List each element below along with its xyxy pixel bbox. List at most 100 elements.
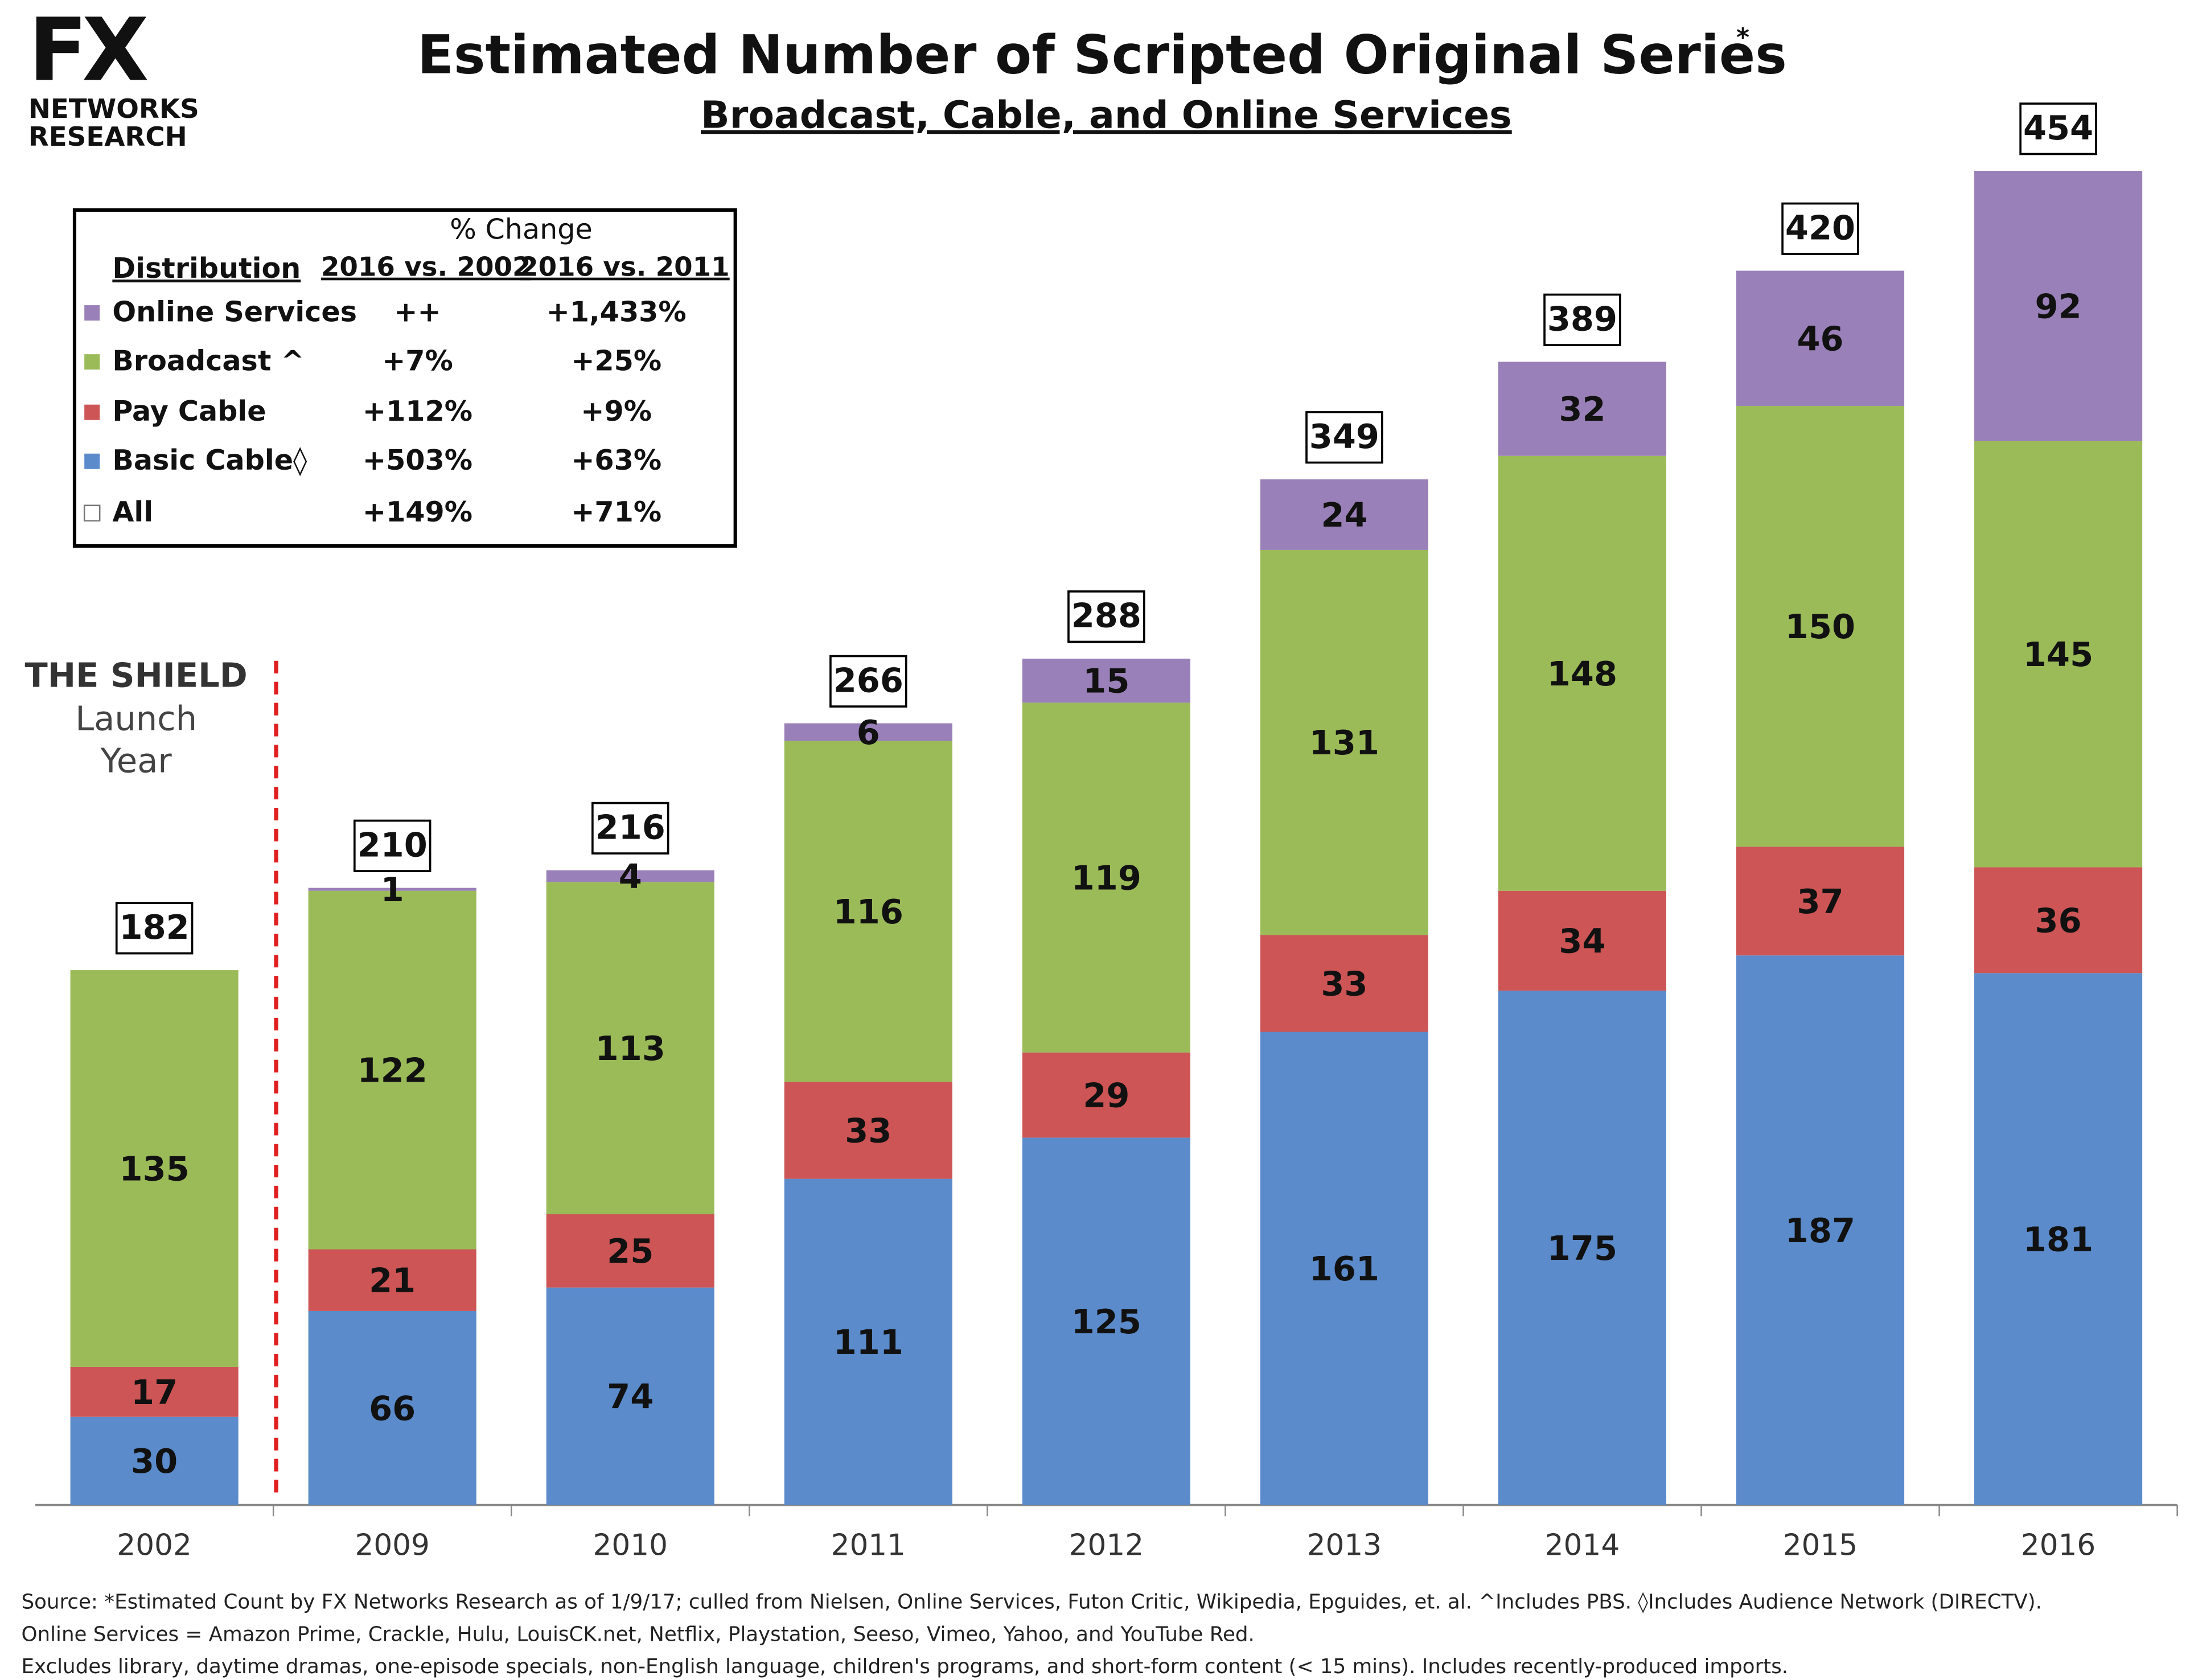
data-label: 111	[833, 1322, 903, 1362]
data-label: 36	[2035, 901, 2082, 940]
x-tick-label: 2012	[1069, 1528, 1144, 1562]
data-label: 148	[1547, 654, 1617, 693]
table-cell: +71%	[571, 495, 661, 528]
source-note: Source: *Estimated Count by FX Networks …	[22, 1591, 2043, 1614]
table-header: 2016 vs. 2002	[321, 252, 531, 283]
bar-segment	[1260, 549, 1428, 935]
data-label: 161	[1309, 1249, 1379, 1288]
source-note: Online Services = Amazon Prime, Crackle,…	[22, 1623, 1255, 1646]
data-label: 24	[1321, 495, 1367, 535]
total-box	[1067, 590, 1145, 643]
bar-segment	[1736, 270, 1905, 406]
data-label: 34	[1559, 922, 1605, 961]
bar-segment	[546, 1214, 714, 1288]
total-box	[591, 802, 669, 855]
logo-line: NETWORKS	[28, 94, 199, 125]
data-label: 150	[1785, 607, 1855, 646]
annotation: Year	[100, 741, 172, 780]
legend-swatch	[84, 305, 100, 321]
bar-segment	[1974, 973, 2143, 1505]
total-box	[1543, 293, 1621, 346]
x-tick-label: 2002	[117, 1528, 191, 1562]
total-box	[353, 819, 432, 872]
title-mark: *	[1736, 23, 1749, 52]
bar-segment	[1022, 1137, 1190, 1505]
bar-segment	[1498, 991, 1667, 1505]
data-label: 33	[1321, 964, 1367, 1003]
data-label: 135	[120, 1149, 190, 1189]
bar-segment	[1498, 455, 1667, 891]
data-label: 33	[845, 1111, 891, 1150]
data-label: 15	[1083, 662, 1129, 701]
source-note: Excludes library, daytime dramas, one-ep…	[22, 1655, 1789, 1678]
table-cell: +63%	[571, 443, 661, 477]
data-label: 181	[2023, 1219, 2093, 1259]
total-box	[2019, 102, 2097, 155]
chart-subtitle: Broadcast, Cable, and Online Services	[701, 93, 1512, 137]
data-label: 30	[131, 1441, 178, 1481]
data-label: 25	[607, 1231, 654, 1271]
data-label: 74	[607, 1377, 654, 1416]
logo-mark: FX	[28, 0, 147, 100]
total-label: 420	[1785, 208, 1855, 247]
data-label: 1	[381, 870, 404, 909]
bar-segment	[1736, 955, 1905, 1505]
annotation-title: THE SHIELD	[25, 655, 248, 695]
total-label: 216	[595, 807, 665, 847]
total-label: 454	[2023, 108, 2093, 147]
bar-segment	[308, 888, 476, 891]
bar-segment	[546, 870, 714, 882]
data-label: 131	[1309, 723, 1379, 762]
data-label: 66	[369, 1389, 416, 1428]
legend-swatch	[83, 504, 101, 522]
bar-segment	[784, 1082, 952, 1179]
x-tick-label: 2015	[1783, 1528, 1858, 1562]
bar-segment	[1022, 703, 1190, 1053]
table-header: Distribution	[112, 252, 301, 285]
table-cell: +149%	[363, 495, 472, 528]
bar-segment	[1260, 479, 1428, 550]
table-cell: +503%	[363, 443, 472, 477]
data-label: 17	[131, 1373, 178, 1412]
data-label: 29	[1083, 1076, 1129, 1115]
bar-segment	[1022, 658, 1190, 703]
data-label: 113	[595, 1029, 665, 1068]
data-label: 119	[1071, 859, 1141, 898]
legend-swatch	[84, 453, 100, 469]
data-label: 21	[369, 1261, 416, 1300]
total-label: 349	[1309, 417, 1379, 456]
total-box	[1781, 202, 1859, 255]
legend-box	[72, 208, 737, 548]
data-label: 4	[619, 857, 642, 896]
data-label: 125	[1071, 1302, 1141, 1341]
table-cell: +1,433%	[546, 295, 687, 328]
total-label: 182	[120, 907, 190, 947]
bar-segment	[546, 882, 714, 1214]
table-header: 2016 vs. 2011	[520, 252, 730, 283]
bar-segment	[784, 1178, 952, 1505]
bar-segment	[70, 1416, 239, 1505]
bar-segment	[784, 741, 952, 1082]
data-label: 145	[2023, 635, 2093, 674]
bar-segment	[1260, 1032, 1428, 1505]
total-box	[1305, 411, 1383, 464]
table-title: % Change	[450, 212, 593, 245]
table-cell: +7%	[382, 344, 453, 377]
table-cell: ++	[394, 295, 441, 328]
logo-line: RESEARCH	[28, 122, 187, 153]
bar-segment	[1260, 935, 1428, 1032]
total-label: 288	[1071, 596, 1141, 635]
bar-segment	[546, 1287, 714, 1505]
bar-segment	[70, 970, 239, 1367]
bar-segment	[308, 1311, 476, 1505]
table-cell: +9%	[581, 395, 652, 428]
total-label: 266	[833, 660, 903, 700]
total-label: 389	[1547, 299, 1617, 338]
bar-segment	[1974, 867, 2143, 974]
x-tick-label: 2016	[2021, 1528, 2095, 1562]
total-box	[115, 902, 194, 955]
data-label: 122	[358, 1051, 428, 1090]
legend-swatch	[84, 404, 100, 420]
x-tick-label: 2014	[1545, 1528, 1620, 1562]
